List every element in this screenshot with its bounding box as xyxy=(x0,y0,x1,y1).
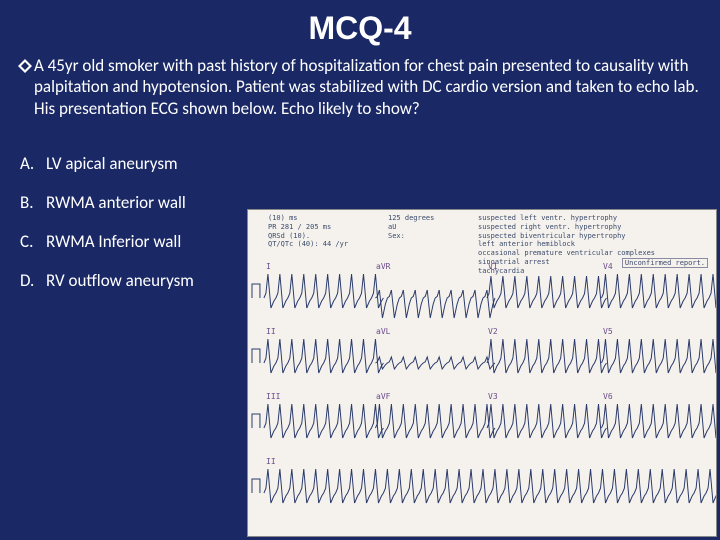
ecg-unconfirmed-box: Unconfirmed report. xyxy=(622,258,708,268)
option-text: RV outflow aneurysm xyxy=(46,270,194,291)
ecg-lead-label: V3 xyxy=(488,392,498,401)
option-letter: D. xyxy=(20,270,46,291)
ecg-lead-label: V6 xyxy=(603,392,613,401)
ecg-lead-label: aVR xyxy=(376,262,390,271)
ecg-lead-label: aVL xyxy=(376,327,390,336)
ecg-lead-label: I xyxy=(266,262,271,271)
option-text: RWMA anterior wall xyxy=(46,192,186,213)
ecg-image: (10) msPR 281 / 205 msQRSd (10).QT/QTc (… xyxy=(247,209,717,537)
option-a: A. LV apical aneurysm xyxy=(20,153,720,174)
ecg-lead-label: V4 xyxy=(603,262,613,271)
ecg-lead-label: II xyxy=(266,457,276,466)
ecg-header-col1: (10) msPR 281 / 205 msQRSd (10).QT/QTc (… xyxy=(268,214,388,264)
ecg-trace-svg xyxy=(248,268,716,536)
ecg-lead-label: V1 xyxy=(488,262,498,271)
ecg-lead-label: aVF xyxy=(376,392,390,401)
ecg-lead-label: V2 xyxy=(488,327,498,336)
option-text: LV apical aneurysm xyxy=(46,153,178,174)
diamond-bullet-icon xyxy=(18,59,32,78)
ecg-header-col3: suspected left ventr. hypertrophysuspect… xyxy=(478,214,706,264)
ecg-lead-label: V5 xyxy=(603,327,613,336)
ecg-leads-area: IaVRV1V4IIaVLV2V5IIIaVFV3V6II xyxy=(248,268,716,536)
option-letter: B. xyxy=(20,192,46,213)
option-text: RWMA Inferior wall xyxy=(46,231,181,252)
question-text: A 45yr old smoker with past history of h… xyxy=(34,55,702,119)
ecg-lead-label: II xyxy=(266,327,276,336)
ecg-header-col2: 125 degreesaUSex: xyxy=(388,214,478,264)
ecg-header: (10) msPR 281 / 205 msQRSd (10).QT/QTc (… xyxy=(268,214,706,264)
slide-title: MCQ-4 xyxy=(0,0,720,55)
option-letter: C. xyxy=(20,231,46,252)
ecg-lead-label: III xyxy=(266,392,280,401)
option-letter: A. xyxy=(20,153,46,174)
question-block: A 45yr old smoker with past history of h… xyxy=(0,55,720,119)
